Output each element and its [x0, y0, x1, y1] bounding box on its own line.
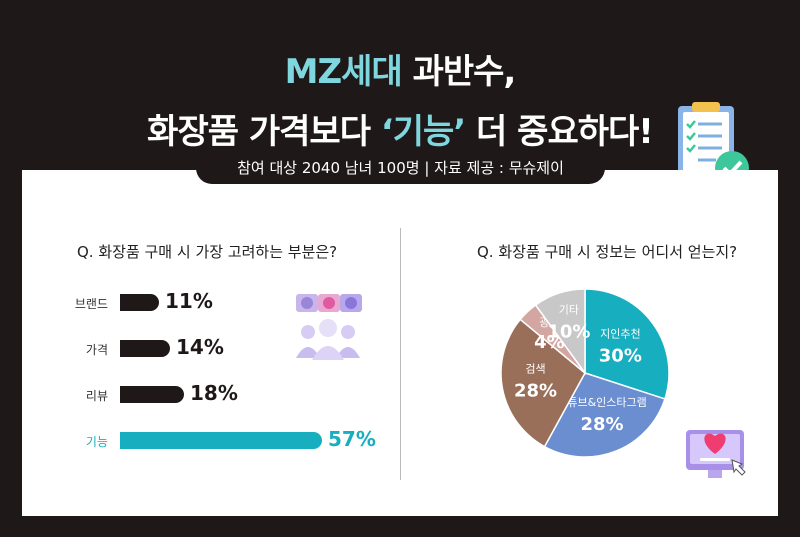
pie-slice [534, 288, 586, 376]
pie-chart-title: Q. 화장품 구매 시 정보는 어디서 얻는지? [477, 243, 738, 261]
bar-value-label: 18% [190, 381, 238, 405]
pie-slice-label: 기타 [559, 303, 579, 316]
title-line2: 화장품 가격보다 ‘기능’ 더 중요하다! [147, 112, 654, 152]
panel-divider [400, 228, 401, 480]
pie-value-label: 4% [534, 332, 565, 353]
pie-value-label: 30% [599, 345, 642, 366]
pie-slice [543, 372, 666, 458]
bar-value-label: 11% [165, 289, 213, 313]
pie-value-label: 28% [514, 380, 557, 401]
bar [120, 340, 170, 357]
bar-category-label: 브랜드 [74, 297, 108, 311]
subtitle-pill: 참여 대상 2040 남녀 100명 | 자료 제공 : 무슈제이 [196, 152, 605, 184]
bar [120, 386, 184, 403]
bar-category-label: 리뷰 [85, 389, 108, 403]
bar-value-label: 57% [328, 427, 376, 451]
pie-slice-label: 지인추천 [600, 326, 640, 340]
pie-slice [584, 288, 670, 400]
bar-value-label: 14% [176, 335, 224, 359]
title-line1: MZ세대 과반수, [284, 52, 517, 92]
pie-slice-label: 검색 [525, 362, 545, 375]
bar-category-label: 가격 [85, 343, 108, 357]
pie-slice [500, 318, 586, 448]
pie-value-label: 28% [580, 414, 623, 435]
pie-slice-label: 유튜브&인스타그램 [557, 396, 647, 409]
bar [120, 432, 322, 449]
bar-chart-title: Q. 화장품 구매 시 가장 고려하는 부분은? [77, 243, 338, 261]
emoji-feedback-icon [296, 294, 362, 360]
heart-monitor-icon [686, 430, 746, 478]
pie-value-label: 10% [547, 321, 590, 342]
bar [120, 294, 159, 311]
bar-category-label: 기능 [85, 435, 108, 449]
